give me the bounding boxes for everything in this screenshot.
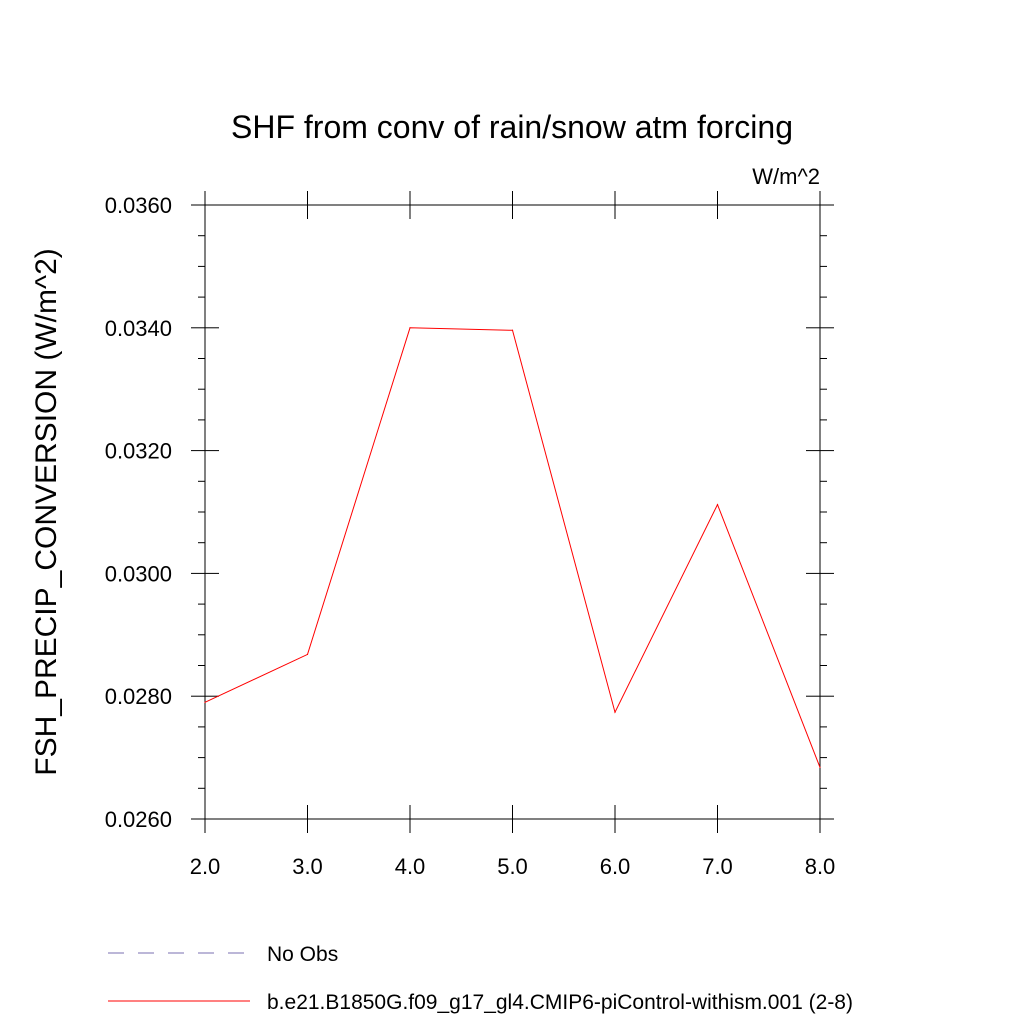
data-point: [511, 329, 514, 331]
y-tick-label: 0.0300: [105, 561, 172, 586]
x-tick-label: 2.0: [190, 854, 221, 879]
legend-label: No Obs: [267, 943, 338, 966]
x-tick-label: 4.0: [395, 854, 426, 879]
x-tick-label: 7.0: [702, 854, 733, 879]
y-tick-label: 0.0280: [105, 684, 172, 709]
x-tick-labels: 2.0 3.0 4.0 5.0 6.0 7.0 8.0: [190, 854, 836, 879]
data-point: [409, 327, 411, 329]
data-point: [819, 766, 821, 769]
y-tick-labels: 0.0260 0.0280 0.0300 0.0320 0.0340 0.0360: [105, 193, 172, 832]
x-tick-label: 5.0: [497, 854, 528, 879]
units-label: W/m^2: [752, 164, 820, 189]
legend: No Obs b.e21.B1850G.f09_g17_gl4.CMIP6-piC…: [108, 943, 853, 1014]
data-point: [306, 653, 309, 656]
series-layer: [204, 327, 821, 769]
legend-label: b.e21.B1850G.f09_g17_gl4.CMIP6-piControl…: [267, 991, 853, 1014]
data-point: [614, 711, 616, 713]
chart-title: SHF from conv of rain/snow atm forcing: [231, 109, 793, 145]
y-tick-label: 0.0320: [105, 439, 172, 464]
x-tick-label: 3.0: [292, 854, 323, 879]
y-tick-label: 0.0340: [105, 316, 172, 341]
y-tick-label: 0.0360: [105, 193, 172, 218]
series-line: [204, 327, 821, 768]
y-axis-label: FSH_PRECIP_CONVERSION (W/m^2): [30, 248, 63, 775]
data-point: [716, 504, 719, 506]
data-point: [204, 701, 206, 703]
y-tick-label: 0.0260: [105, 807, 172, 832]
axis-ticks: [191, 191, 834, 833]
x-tick-label: 6.0: [600, 854, 631, 879]
plot-frame: [204, 204, 821, 820]
x-tick-label: 8.0: [805, 854, 836, 879]
